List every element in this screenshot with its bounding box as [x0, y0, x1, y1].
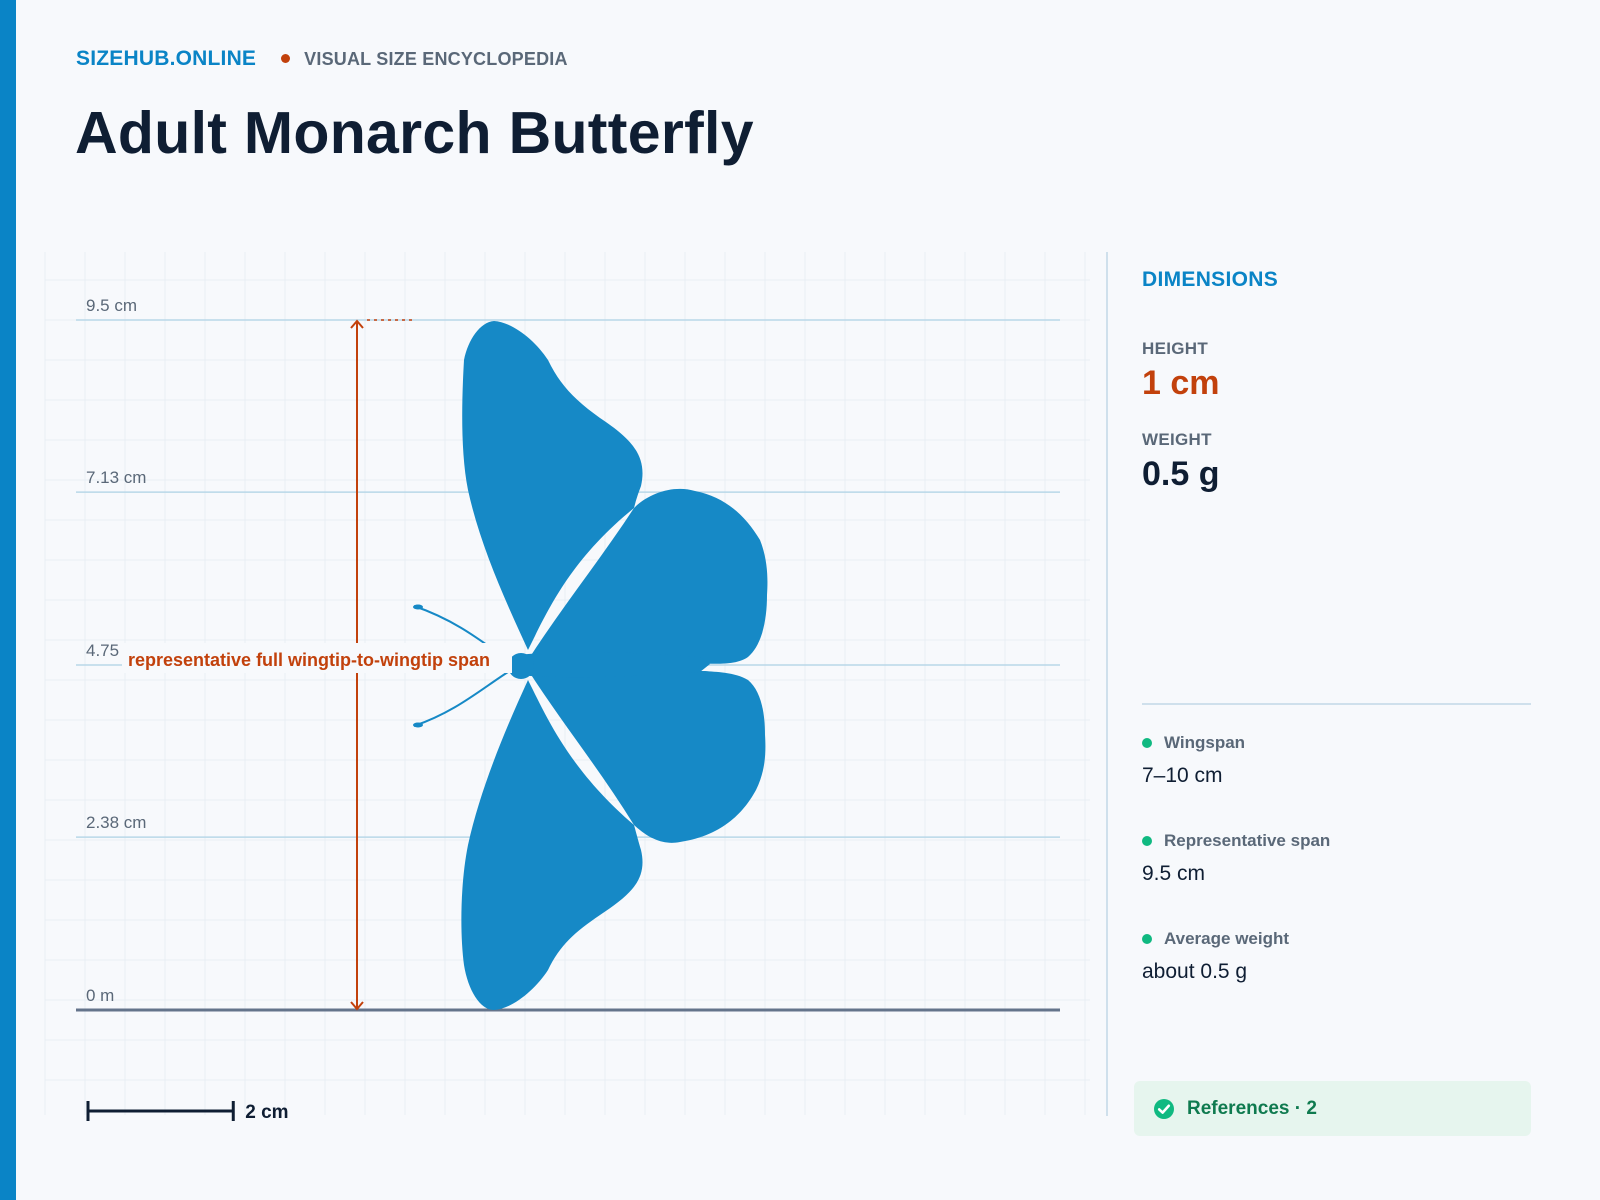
panel-rule	[1142, 703, 1531, 705]
tick-label: 9.5 cm	[86, 296, 137, 315]
weight-label: WEIGHT	[1142, 430, 1212, 449]
page-title: Adult Monarch Butterfly	[75, 100, 754, 166]
size-chart: 0 m2.38 cm4.75 cm7.13 cm9.5 cm represent…	[44, 252, 1090, 1123]
references-label: References · 2	[1187, 1097, 1317, 1119]
tick-label: 7.13 cm	[86, 468, 146, 487]
brand-tagline: VISUAL SIZE ENCYCLOPEDIA	[304, 48, 568, 69]
fact-bullet	[1142, 934, 1152, 944]
fact-value: 7–10 cm	[1142, 764, 1223, 787]
height-label: HEIGHT	[1142, 339, 1209, 358]
accent-bar	[0, 0, 16, 1200]
fact-item: Representative span 9.5 cm	[1142, 831, 1532, 886]
fact-label: Representative span	[1164, 831, 1331, 850]
fact-bullet	[1142, 836, 1152, 846]
tick-label: 0 m	[86, 986, 114, 1005]
fact-value: 9.5 cm	[1142, 862, 1206, 885]
panel-divider	[1106, 252, 1108, 1116]
check-circle-icon	[1154, 1098, 1174, 1119]
references-button[interactable]: References · 2	[1134, 1081, 1531, 1136]
height-value: 1 cm	[1142, 364, 1220, 402]
panel-heading: DIMENSIONS	[1142, 268, 1279, 291]
fact-item: Wingspan 7–10 cm	[1142, 733, 1532, 788]
brand-name[interactable]: SIZEHUB.ONLINE	[76, 47, 257, 70]
scale-bar-label: 2 cm	[245, 1102, 288, 1123]
brand-separator-dot	[281, 53, 291, 63]
measure-label-background	[122, 643, 512, 673]
brand-header: SIZEHUB.ONLINE VISUAL SIZE ENCYCLOPEDIA	[76, 47, 568, 71]
arrow-up-icon	[350, 319, 364, 329]
arrow-down-icon	[350, 1001, 364, 1011]
fact-label: Average weight	[1164, 929, 1290, 948]
antenna-tips	[413, 604, 423, 728]
fact-value: about 0.5 g	[1142, 960, 1248, 983]
tick-label: 2.38 cm	[86, 813, 146, 832]
weight-value: 0.5 g	[1142, 455, 1220, 493]
fact-label: Wingspan	[1164, 733, 1246, 752]
fact-bullet	[1142, 738, 1152, 748]
scale-bar: 2 cm	[86, 1101, 289, 1123]
butterfly-silhouette-icon	[461, 321, 768, 1010]
measure-label: representative full wingtip-to-wingtip s…	[128, 650, 490, 670]
span-measure: representative full wingtip-to-wingtip s…	[122, 319, 512, 1011]
fact-item: Average weight about 0.5 g	[1142, 929, 1532, 984]
